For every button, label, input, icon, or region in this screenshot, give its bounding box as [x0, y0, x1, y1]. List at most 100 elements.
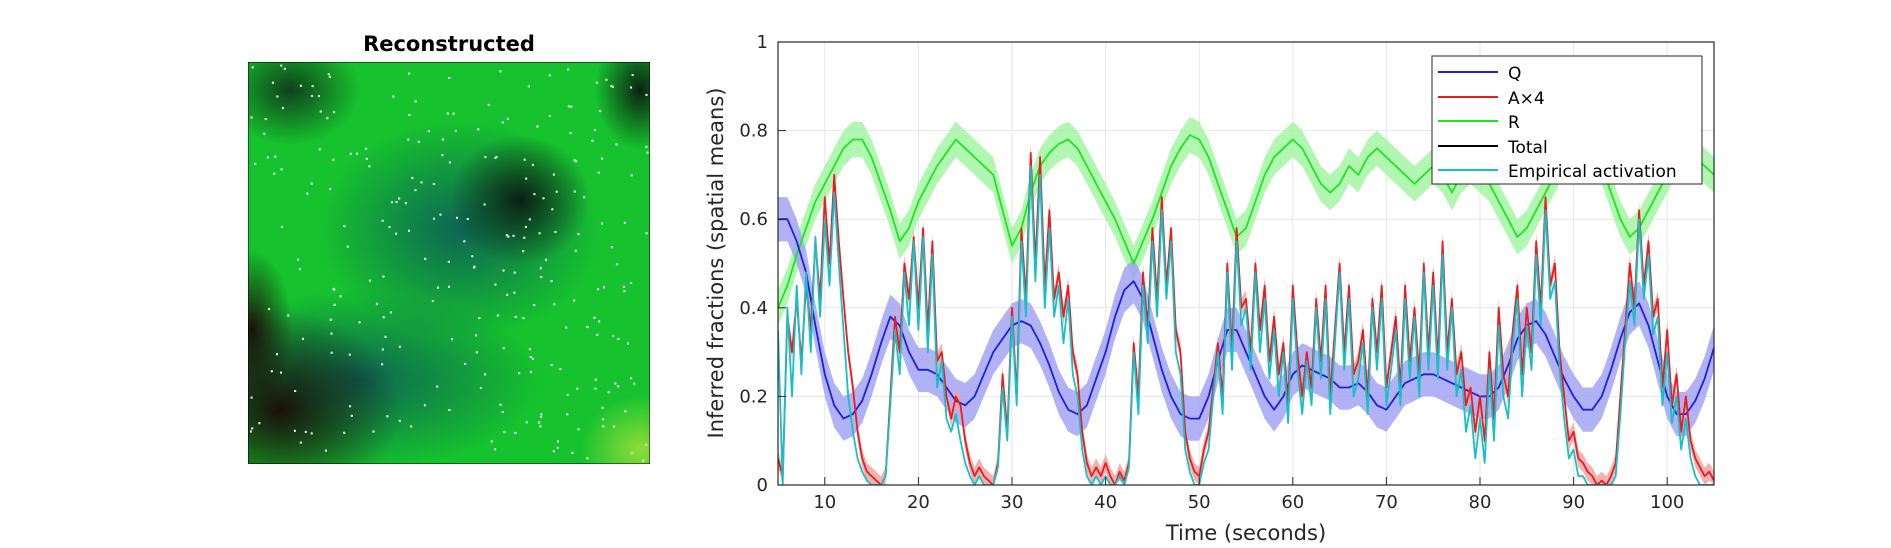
speckle [527, 85, 530, 88]
speckle [368, 279, 371, 282]
speckle [631, 74, 634, 76]
speckle [464, 362, 467, 365]
speckle [251, 427, 254, 430]
speckle [494, 448, 497, 451]
speckle [583, 196, 586, 199]
speckle [368, 165, 371, 168]
speckle [573, 190, 576, 193]
speckle [531, 163, 534, 166]
speckle [525, 421, 528, 424]
x-tick-label: 10 [813, 492, 836, 513]
y-tick-label: 0 [757, 475, 768, 496]
speckle [577, 233, 580, 236]
speckle [389, 311, 392, 314]
speckle [484, 156, 487, 159]
x-axis-label: Time (seconds) [1165, 521, 1326, 544]
legend-label-q: Q [1508, 64, 1521, 84]
speckle [645, 443, 648, 446]
speckle [531, 357, 534, 360]
speckle [408, 72, 411, 75]
speckle [610, 85, 613, 87]
speckle [602, 418, 605, 421]
legend: Q A×4 R Total Empirical activation [1431, 55, 1703, 185]
speckle [507, 235, 510, 238]
speckle [330, 332, 333, 335]
y-axis-label: Inferred fractions (spatial means) [704, 88, 728, 439]
speckle [436, 385, 439, 388]
speckle [642, 459, 645, 462]
speckle [297, 258, 300, 261]
speckle [395, 232, 398, 235]
speckle [446, 112, 449, 115]
line-chart: 10 20 30 40 50 60 70 80 90 100 0 0.2 0.4 0.6 0.8 1 Tim… [704, 32, 1715, 545]
speckle [293, 429, 296, 432]
legend-label-r: R [1508, 113, 1520, 133]
speckle [483, 203, 486, 206]
speckle [624, 410, 627, 413]
speckle [623, 290, 626, 293]
speckle [593, 128, 596, 131]
speckle [633, 382, 636, 385]
speckle [601, 222, 604, 225]
speckle [433, 217, 435, 220]
speckle [538, 421, 541, 424]
speckle [630, 174, 633, 177]
speckle [601, 157, 604, 160]
speckle [513, 291, 516, 294]
speckle [627, 342, 629, 345]
speckle [623, 221, 626, 224]
speckle [420, 181, 423, 184]
speckle [317, 95, 320, 98]
speckle [487, 103, 490, 106]
speckle [451, 338, 453, 341]
speckle [569, 132, 572, 135]
speckle [310, 432, 313, 435]
speckle [599, 110, 602, 113]
speckle [528, 218, 531, 221]
speckle [318, 148, 321, 151]
speckle [503, 431, 506, 433]
speckle [475, 334, 477, 337]
speckle [539, 425, 542, 428]
speckle [346, 245, 349, 248]
speckle [567, 105, 570, 108]
speckle [536, 125, 539, 128]
speckle [299, 441, 302, 444]
speckle [280, 168, 283, 171]
speckle [273, 172, 276, 175]
speckle [448, 409, 451, 411]
speckle [593, 316, 596, 319]
speckle [324, 449, 327, 452]
speckle [573, 159, 576, 162]
speckle [594, 378, 597, 381]
speckle [410, 425, 413, 428]
speckle [630, 282, 633, 284]
speckle [398, 197, 401, 200]
speckle [463, 240, 466, 243]
speckle [524, 225, 527, 228]
reconstructed-image [248, 62, 650, 464]
speckle [339, 295, 342, 298]
speckle [298, 268, 301, 271]
x-tick-label: 30 [1001, 492, 1024, 513]
speckle [287, 314, 290, 317]
speckle [437, 286, 439, 289]
speckle [414, 189, 417, 192]
speckle [512, 234, 515, 237]
speckle [545, 258, 547, 261]
speckle [250, 396, 253, 399]
speckle [280, 225, 283, 228]
speckle [611, 85, 614, 88]
speckle [299, 84, 302, 87]
speckle [610, 246, 613, 249]
speckle [539, 267, 542, 270]
speckle [310, 182, 313, 185]
y-tick-label: 0.4 [739, 298, 768, 319]
speckle [597, 288, 600, 291]
speckle [613, 425, 615, 428]
speckle [598, 320, 601, 323]
speckle [319, 110, 322, 113]
speckle [505, 234, 508, 237]
